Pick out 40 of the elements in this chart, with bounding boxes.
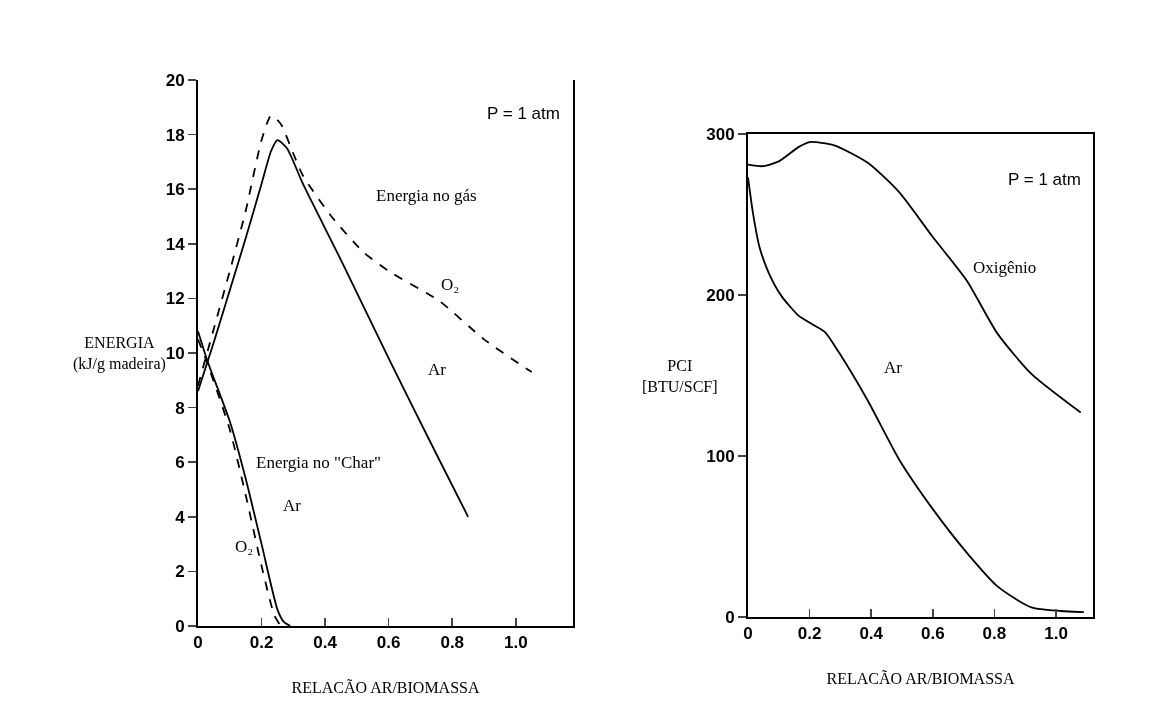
y-axis-title: PCI [BTU/SCF] xyxy=(642,357,718,395)
y-tick-label: 0 xyxy=(725,607,735,627)
y-tick-label: 2 xyxy=(175,562,185,582)
x-tick-label: 0 xyxy=(743,624,753,644)
annotation: P = 1 atm xyxy=(487,104,560,123)
series-label: O₂ xyxy=(441,275,460,294)
x-tick-label: 0.4 xyxy=(313,633,338,653)
x-axis-title: RELACÃO AR/BIOMASSA xyxy=(826,669,1015,687)
x-tick-label: 0.2 xyxy=(249,633,274,653)
y-tick-label: 8 xyxy=(175,398,185,418)
series-label: Oxigênio xyxy=(973,258,1037,277)
x-tick-label: 1.0 xyxy=(1044,624,1068,644)
series-label: O₂ xyxy=(235,537,254,556)
series-label: Ar xyxy=(283,496,302,515)
annotation: Energia no gás xyxy=(376,186,477,205)
x-tick-label: 0.8 xyxy=(982,624,1007,644)
y-tick-label: 300 xyxy=(706,124,735,144)
series-label: Ar xyxy=(428,360,447,379)
y-tick-label: 100 xyxy=(706,446,735,466)
y-tick-label: 14 xyxy=(165,234,186,254)
x-tick-label: 1.0 xyxy=(503,633,528,653)
annotation: P = 1 atm xyxy=(1008,170,1081,189)
annotation: Energia no "Char" xyxy=(256,453,381,472)
x-tick-label: 0.4 xyxy=(859,624,884,644)
x-axis-title: RELACÃO AR/BIOMASSA xyxy=(291,678,480,696)
y-tick-label: 200 xyxy=(706,285,735,305)
y-axis-title: ENERGIA (kJ/g madeira) xyxy=(73,334,166,373)
x-tick-label: 0.2 xyxy=(797,624,822,644)
y-tick-label: 16 xyxy=(165,180,185,200)
y-tick-label: 4 xyxy=(175,507,186,527)
x-tick-label: 0 xyxy=(193,633,203,653)
y-tick-label: 10 xyxy=(165,343,185,363)
x-tick-label: 0.6 xyxy=(921,624,945,644)
series-label: Ar xyxy=(884,358,903,377)
y-tick-label: 6 xyxy=(175,453,185,473)
x-tick-label: 0.6 xyxy=(376,633,401,653)
x-tick-label: 0.8 xyxy=(440,633,465,653)
y-tick-label: 12 xyxy=(165,289,185,309)
y-tick-label: 20 xyxy=(165,70,185,90)
y-tick-label: 18 xyxy=(165,125,185,145)
